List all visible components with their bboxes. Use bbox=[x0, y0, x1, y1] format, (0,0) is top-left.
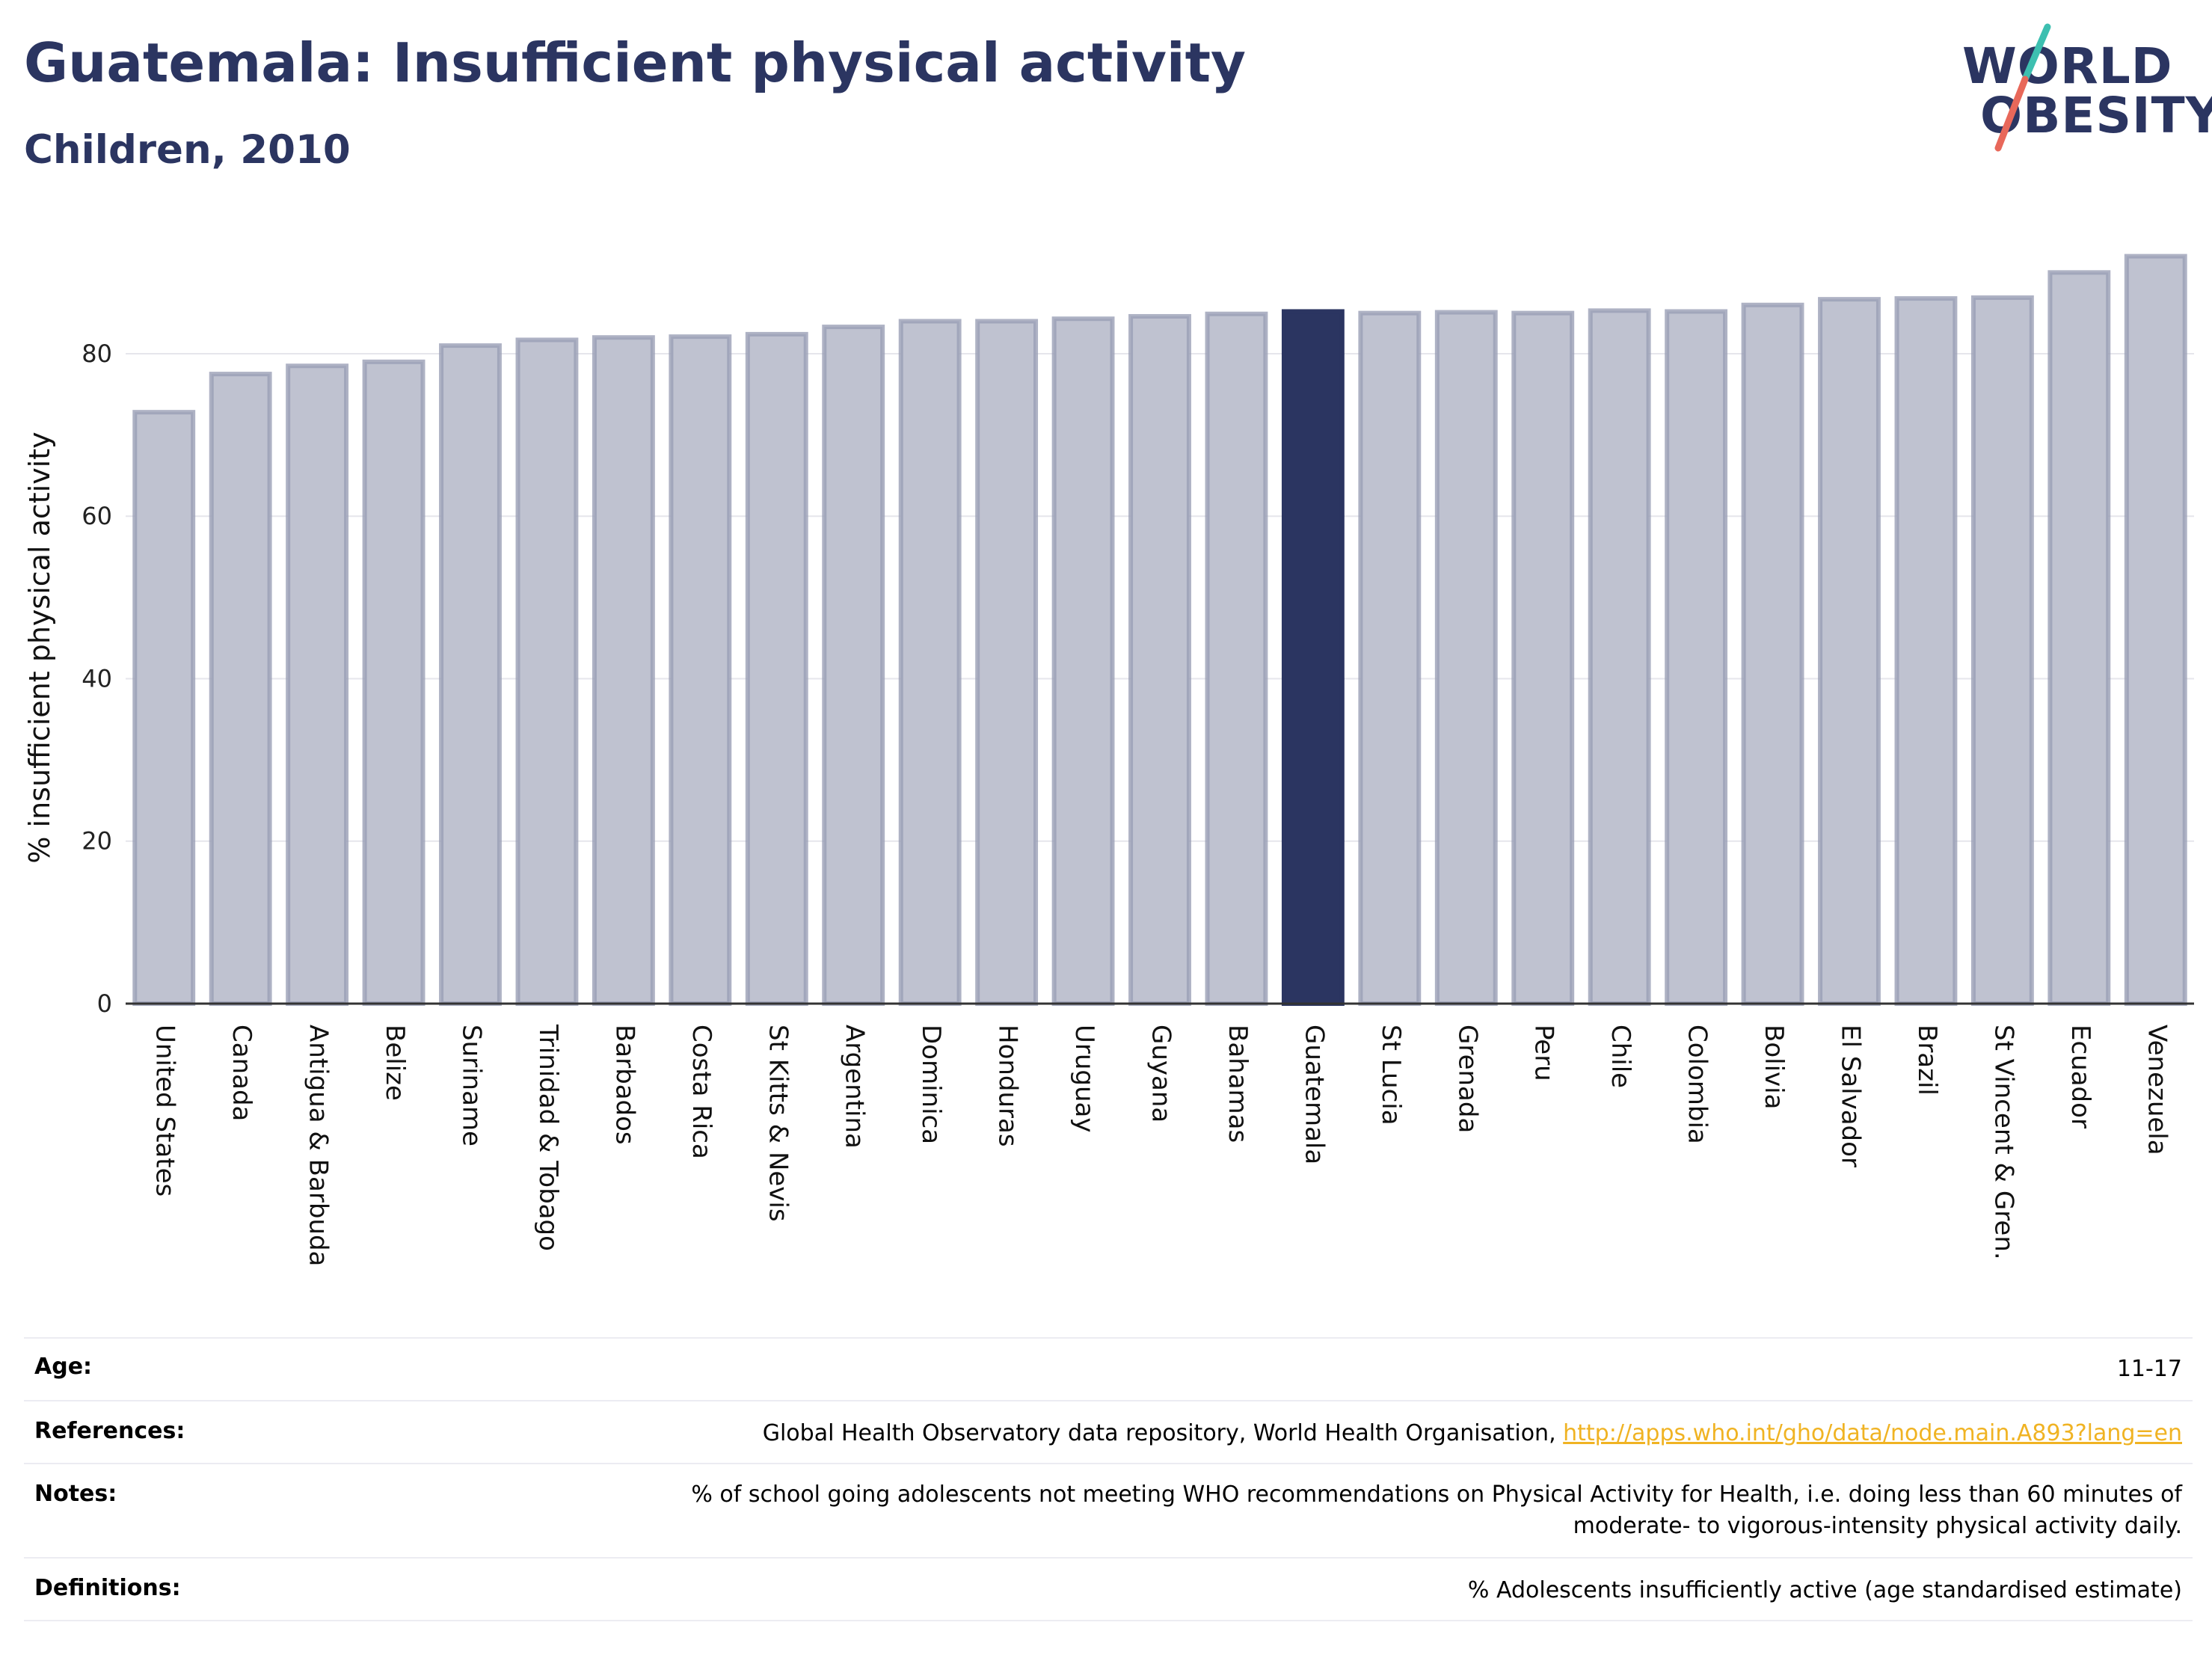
bar-belize bbox=[362, 359, 425, 1006]
bar-trinidad-tobago bbox=[515, 337, 579, 1007]
bar-bolivia bbox=[1741, 302, 1804, 1006]
bar-guyana bbox=[1128, 313, 1191, 1006]
bar-venezuela bbox=[2124, 254, 2187, 1006]
x-tick-label: El Salvador bbox=[1836, 1025, 1866, 1167]
y-tick-label: 20 bbox=[82, 827, 112, 856]
x-tick-label: Chile bbox=[1606, 1025, 1635, 1088]
y-tick-label: 0 bbox=[97, 989, 112, 1018]
references-text: Global Health Observatory data repositor… bbox=[762, 1420, 1564, 1446]
chart-title: Guatemala: Insufficient physical activit… bbox=[24, 31, 1246, 94]
notes-line-2: moderate- to vigorous-intensity physical… bbox=[1573, 1513, 2182, 1539]
bar-costa-rica bbox=[669, 334, 732, 1006]
age-value: 11-17 bbox=[2116, 1356, 2182, 1382]
bar-united-states bbox=[132, 410, 196, 1006]
logo-slash-icon bbox=[1994, 23, 2051, 152]
x-tick-label: Trinidad & Tobago bbox=[533, 1024, 563, 1251]
bar-bahamas bbox=[1205, 311, 1268, 1006]
definitions-value: % Adolescents insufficiently active (age… bbox=[1467, 1577, 2182, 1603]
x-tick-label: Canada bbox=[227, 1025, 256, 1121]
bar-uruguay bbox=[1051, 316, 1115, 1007]
x-tick-label: St Kitts & Nevis bbox=[763, 1025, 793, 1222]
x-tick-label: Suriname bbox=[457, 1025, 487, 1146]
info-table: Age: 11-17 References: Global Health Obs… bbox=[24, 1337, 2193, 1621]
notes-value: % of school going adolescents not meetin… bbox=[248, 1464, 2193, 1542]
bar-ecuador bbox=[2047, 270, 2111, 1006]
references-value: Global Health Observatory data repositor… bbox=[248, 1401, 2193, 1449]
bar-argentina bbox=[822, 325, 885, 1007]
x-tick-label: Honduras bbox=[993, 1025, 1023, 1147]
bar-grenada bbox=[1434, 310, 1498, 1006]
bar-dominica bbox=[898, 319, 962, 1006]
bar-st-kitts-nevis bbox=[745, 331, 808, 1006]
x-tick-label: Guatemala bbox=[1299, 1025, 1329, 1164]
bar-honduras bbox=[975, 319, 1039, 1006]
x-tick-label: Peru bbox=[1529, 1025, 1559, 1081]
x-tick-label: Costa Rica bbox=[686, 1025, 716, 1159]
y-axis-label: % insufficient physical activity bbox=[23, 432, 56, 863]
info-row-notes: Notes: % of school going adolescents not… bbox=[24, 1463, 2193, 1557]
x-tick-label: Guyana bbox=[1146, 1025, 1176, 1123]
bar-brazil bbox=[1894, 296, 1958, 1007]
bar-barbados bbox=[592, 335, 655, 1006]
bar-guatemala bbox=[1281, 309, 1345, 1007]
y-tick-label: 40 bbox=[82, 664, 112, 693]
logo-line-1: WORLD bbox=[1962, 37, 2173, 95]
x-tick-label: Bolivia bbox=[1759, 1025, 1789, 1109]
info-row-references: References: Global Health Observatory da… bbox=[24, 1400, 2193, 1463]
references-label: References: bbox=[34, 1418, 185, 1444]
bar-peru bbox=[1511, 310, 1575, 1006]
x-tick-label: St Lucia bbox=[1376, 1025, 1406, 1126]
x-tick-label: Argentina bbox=[840, 1025, 870, 1149]
info-row-age: Age: 11-17 bbox=[24, 1337, 2193, 1400]
world-obesity-logo: WORLD OBESITY bbox=[1944, 22, 2212, 157]
x-tick-label: Antigua & Barbuda bbox=[304, 1025, 334, 1266]
bar-colombia bbox=[1665, 309, 1728, 1007]
x-tick-label: St Vincent & Gren. bbox=[1988, 1025, 2018, 1260]
bar-st-vincent-gren- bbox=[1970, 295, 2034, 1006]
x-tick-label: Barbados bbox=[609, 1025, 639, 1145]
x-tick-label: Brazil bbox=[1912, 1025, 1942, 1096]
bar-st-lucia bbox=[1358, 310, 1422, 1006]
x-tick-label: Uruguay bbox=[1069, 1025, 1099, 1133]
bar-chart: 0 20 40 60 80 United States Canada Antigua & B… bbox=[23, 254, 2194, 1266]
bar-antigua-barbuda bbox=[286, 363, 349, 1006]
x-tick-label: Belize bbox=[380, 1025, 410, 1101]
notes-line-1: % of school going adolescents not meetin… bbox=[691, 1481, 2182, 1508]
bar-chile bbox=[1588, 308, 1651, 1007]
y-axis: 0 20 40 60 80 bbox=[82, 340, 112, 1018]
x-tick-label: United States bbox=[150, 1025, 180, 1197]
definitions-label: Definitions: bbox=[34, 1575, 181, 1601]
bar-el-salvador bbox=[1818, 297, 1881, 1007]
x-axis: United States Canada Antigua & Barbuda Beli… bbox=[126, 1002, 2194, 1266]
bar-suriname bbox=[439, 343, 502, 1006]
x-tick-label: Grenada bbox=[1452, 1025, 1482, 1133]
age-label: Age: bbox=[34, 1354, 93, 1380]
x-tick-label: Venezuela bbox=[2142, 1025, 2172, 1155]
bars bbox=[132, 254, 2187, 1007]
x-tick-label: Bahamas bbox=[1223, 1025, 1253, 1143]
bar-canada bbox=[209, 372, 272, 1006]
x-tick-label: Dominica bbox=[916, 1025, 946, 1144]
x-tick-label: Ecuador bbox=[2065, 1025, 2095, 1129]
notes-label: Notes: bbox=[34, 1481, 117, 1507]
references-link[interactable]: http://apps.who.int/gho/data/node.main.A… bbox=[1563, 1420, 2182, 1446]
info-row-definitions: Definitions: % Adolescents insufficientl… bbox=[24, 1557, 2193, 1621]
y-tick-label: 80 bbox=[82, 340, 112, 368]
x-tick-label: Colombia bbox=[1683, 1025, 1712, 1144]
chart-subtitle: Children, 2010 bbox=[24, 127, 351, 173]
y-tick-label: 60 bbox=[82, 502, 112, 530]
